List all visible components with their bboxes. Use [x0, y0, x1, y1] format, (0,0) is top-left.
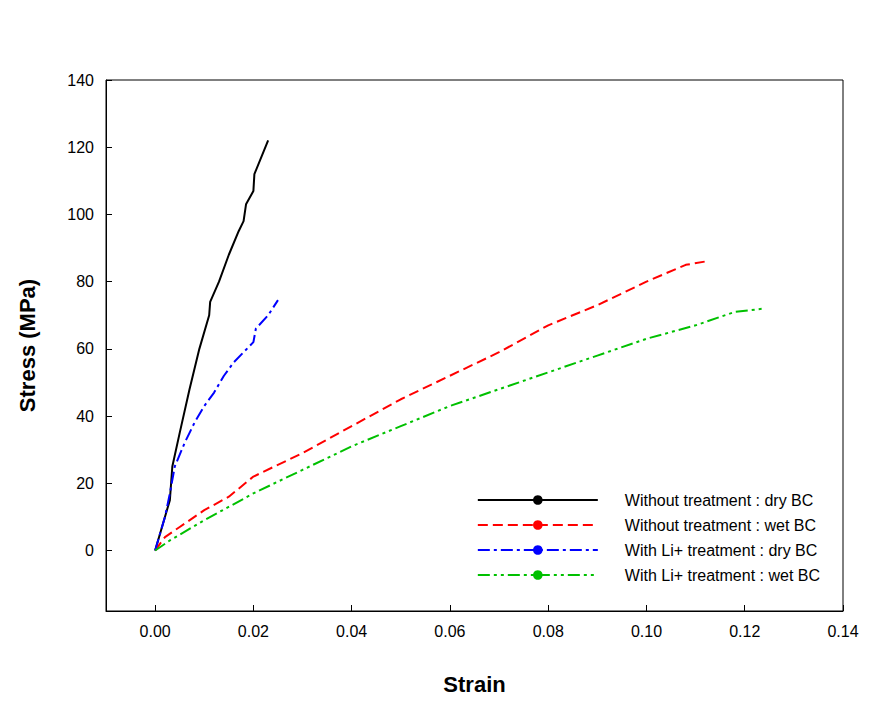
- svg-text:0.02: 0.02: [238, 623, 269, 640]
- svg-text:0.06: 0.06: [434, 623, 465, 640]
- svg-text:0.14: 0.14: [827, 623, 858, 640]
- svg-text:20: 20: [76, 475, 94, 492]
- svg-text:0.00: 0.00: [140, 623, 171, 640]
- svg-text:With Li+ treatment : dry BC: With Li+ treatment : dry BC: [625, 542, 818, 559]
- svg-text:0.10: 0.10: [631, 623, 662, 640]
- svg-text:80: 80: [76, 273, 94, 290]
- svg-text:Without treatment : dry BC: Without treatment : dry BC: [625, 492, 814, 509]
- svg-text:0: 0: [85, 542, 94, 559]
- svg-text:60: 60: [76, 340, 94, 357]
- svg-text:Without treatment : wet BC: Without treatment : wet BC: [625, 517, 816, 534]
- svg-text:0.12: 0.12: [729, 623, 760, 640]
- svg-text:0.08: 0.08: [533, 623, 564, 640]
- svg-text:0.04: 0.04: [336, 623, 367, 640]
- svg-text:120: 120: [67, 139, 94, 156]
- svg-text:100: 100: [67, 206, 94, 223]
- svg-text:With Li+ treatment : wet BC: With Li+ treatment : wet BC: [625, 567, 820, 584]
- svg-text:140: 140: [67, 72, 94, 89]
- svg-text:Strain: Strain: [443, 672, 505, 697]
- svg-text:40: 40: [76, 408, 94, 425]
- svg-text:Stress (MPa): Stress (MPa): [15, 279, 40, 412]
